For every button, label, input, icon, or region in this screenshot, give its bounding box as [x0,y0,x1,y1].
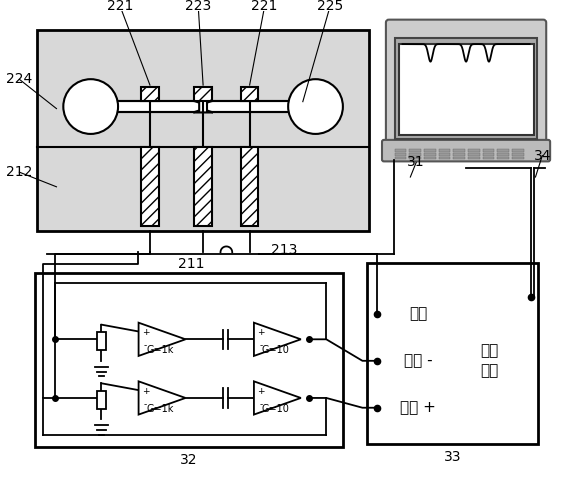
Circle shape [288,79,343,134]
Bar [497,149,509,152]
Text: -: - [259,341,262,351]
Bar [424,156,436,159]
Text: +: + [257,328,265,337]
Bar [409,149,421,152]
Text: 212: 212 [6,165,33,179]
Text: +: + [142,387,149,396]
Text: -: - [144,400,147,409]
Text: 信号 -: 信号 - [404,353,432,369]
Bar [367,263,538,444]
Text: 33: 33 [444,451,461,465]
Bar [91,100,315,113]
Bar [482,156,494,159]
Bar [512,149,524,152]
Bar [395,153,406,156]
Bar [241,147,258,226]
Bar [497,156,509,159]
Text: G=1k: G=1k [146,345,174,355]
Text: 211: 211 [178,257,204,271]
FancyBboxPatch shape [382,140,550,161]
Bar [453,149,465,152]
Text: 数据
输出: 数据 输出 [480,343,499,378]
Bar [424,149,436,152]
Polygon shape [138,323,185,356]
Bar [512,153,524,156]
Text: 223: 223 [185,0,211,13]
Text: 信号 +: 信号 + [400,400,436,415]
Polygon shape [254,382,301,414]
Bar [141,147,159,226]
Bar [439,149,450,152]
Bar [241,87,258,100]
Bar [141,87,159,100]
Bar [96,332,106,350]
Circle shape [63,79,118,134]
Bar [439,153,450,156]
Bar [395,38,538,139]
Bar [194,147,212,226]
Bar [409,156,421,159]
FancyBboxPatch shape [386,20,546,148]
Bar [512,156,524,159]
Bar [96,391,106,409]
Text: 213: 213 [271,243,297,257]
Text: 31: 31 [408,156,425,170]
Bar [497,153,509,156]
Bar [424,153,436,156]
Text: -: - [144,341,147,351]
Text: G=10: G=10 [261,345,289,355]
Text: 225: 225 [317,0,343,13]
Bar [468,149,480,152]
Bar [468,156,480,159]
Polygon shape [193,100,213,113]
Bar [439,156,450,159]
Text: +: + [142,328,149,337]
Bar [399,44,534,135]
Text: 32: 32 [180,454,197,468]
Bar [395,149,406,152]
Bar [453,153,465,156]
Bar [37,30,369,231]
Bar [468,153,480,156]
Bar [482,153,494,156]
Text: G=10: G=10 [261,404,289,413]
Text: -: - [259,400,262,409]
Text: 221: 221 [107,0,133,13]
Bar [453,156,465,159]
Bar [35,273,343,447]
Bar [395,156,406,159]
Polygon shape [254,323,301,356]
Bar [482,149,494,152]
Text: 34: 34 [534,149,551,162]
Text: 激励: 激励 [409,306,427,321]
Bar [409,153,421,156]
Text: +: + [257,387,265,396]
Text: 224: 224 [6,72,33,86]
Text: G=1k: G=1k [146,404,174,413]
Text: 221: 221 [252,0,278,13]
Polygon shape [138,382,185,414]
Bar [194,87,212,100]
